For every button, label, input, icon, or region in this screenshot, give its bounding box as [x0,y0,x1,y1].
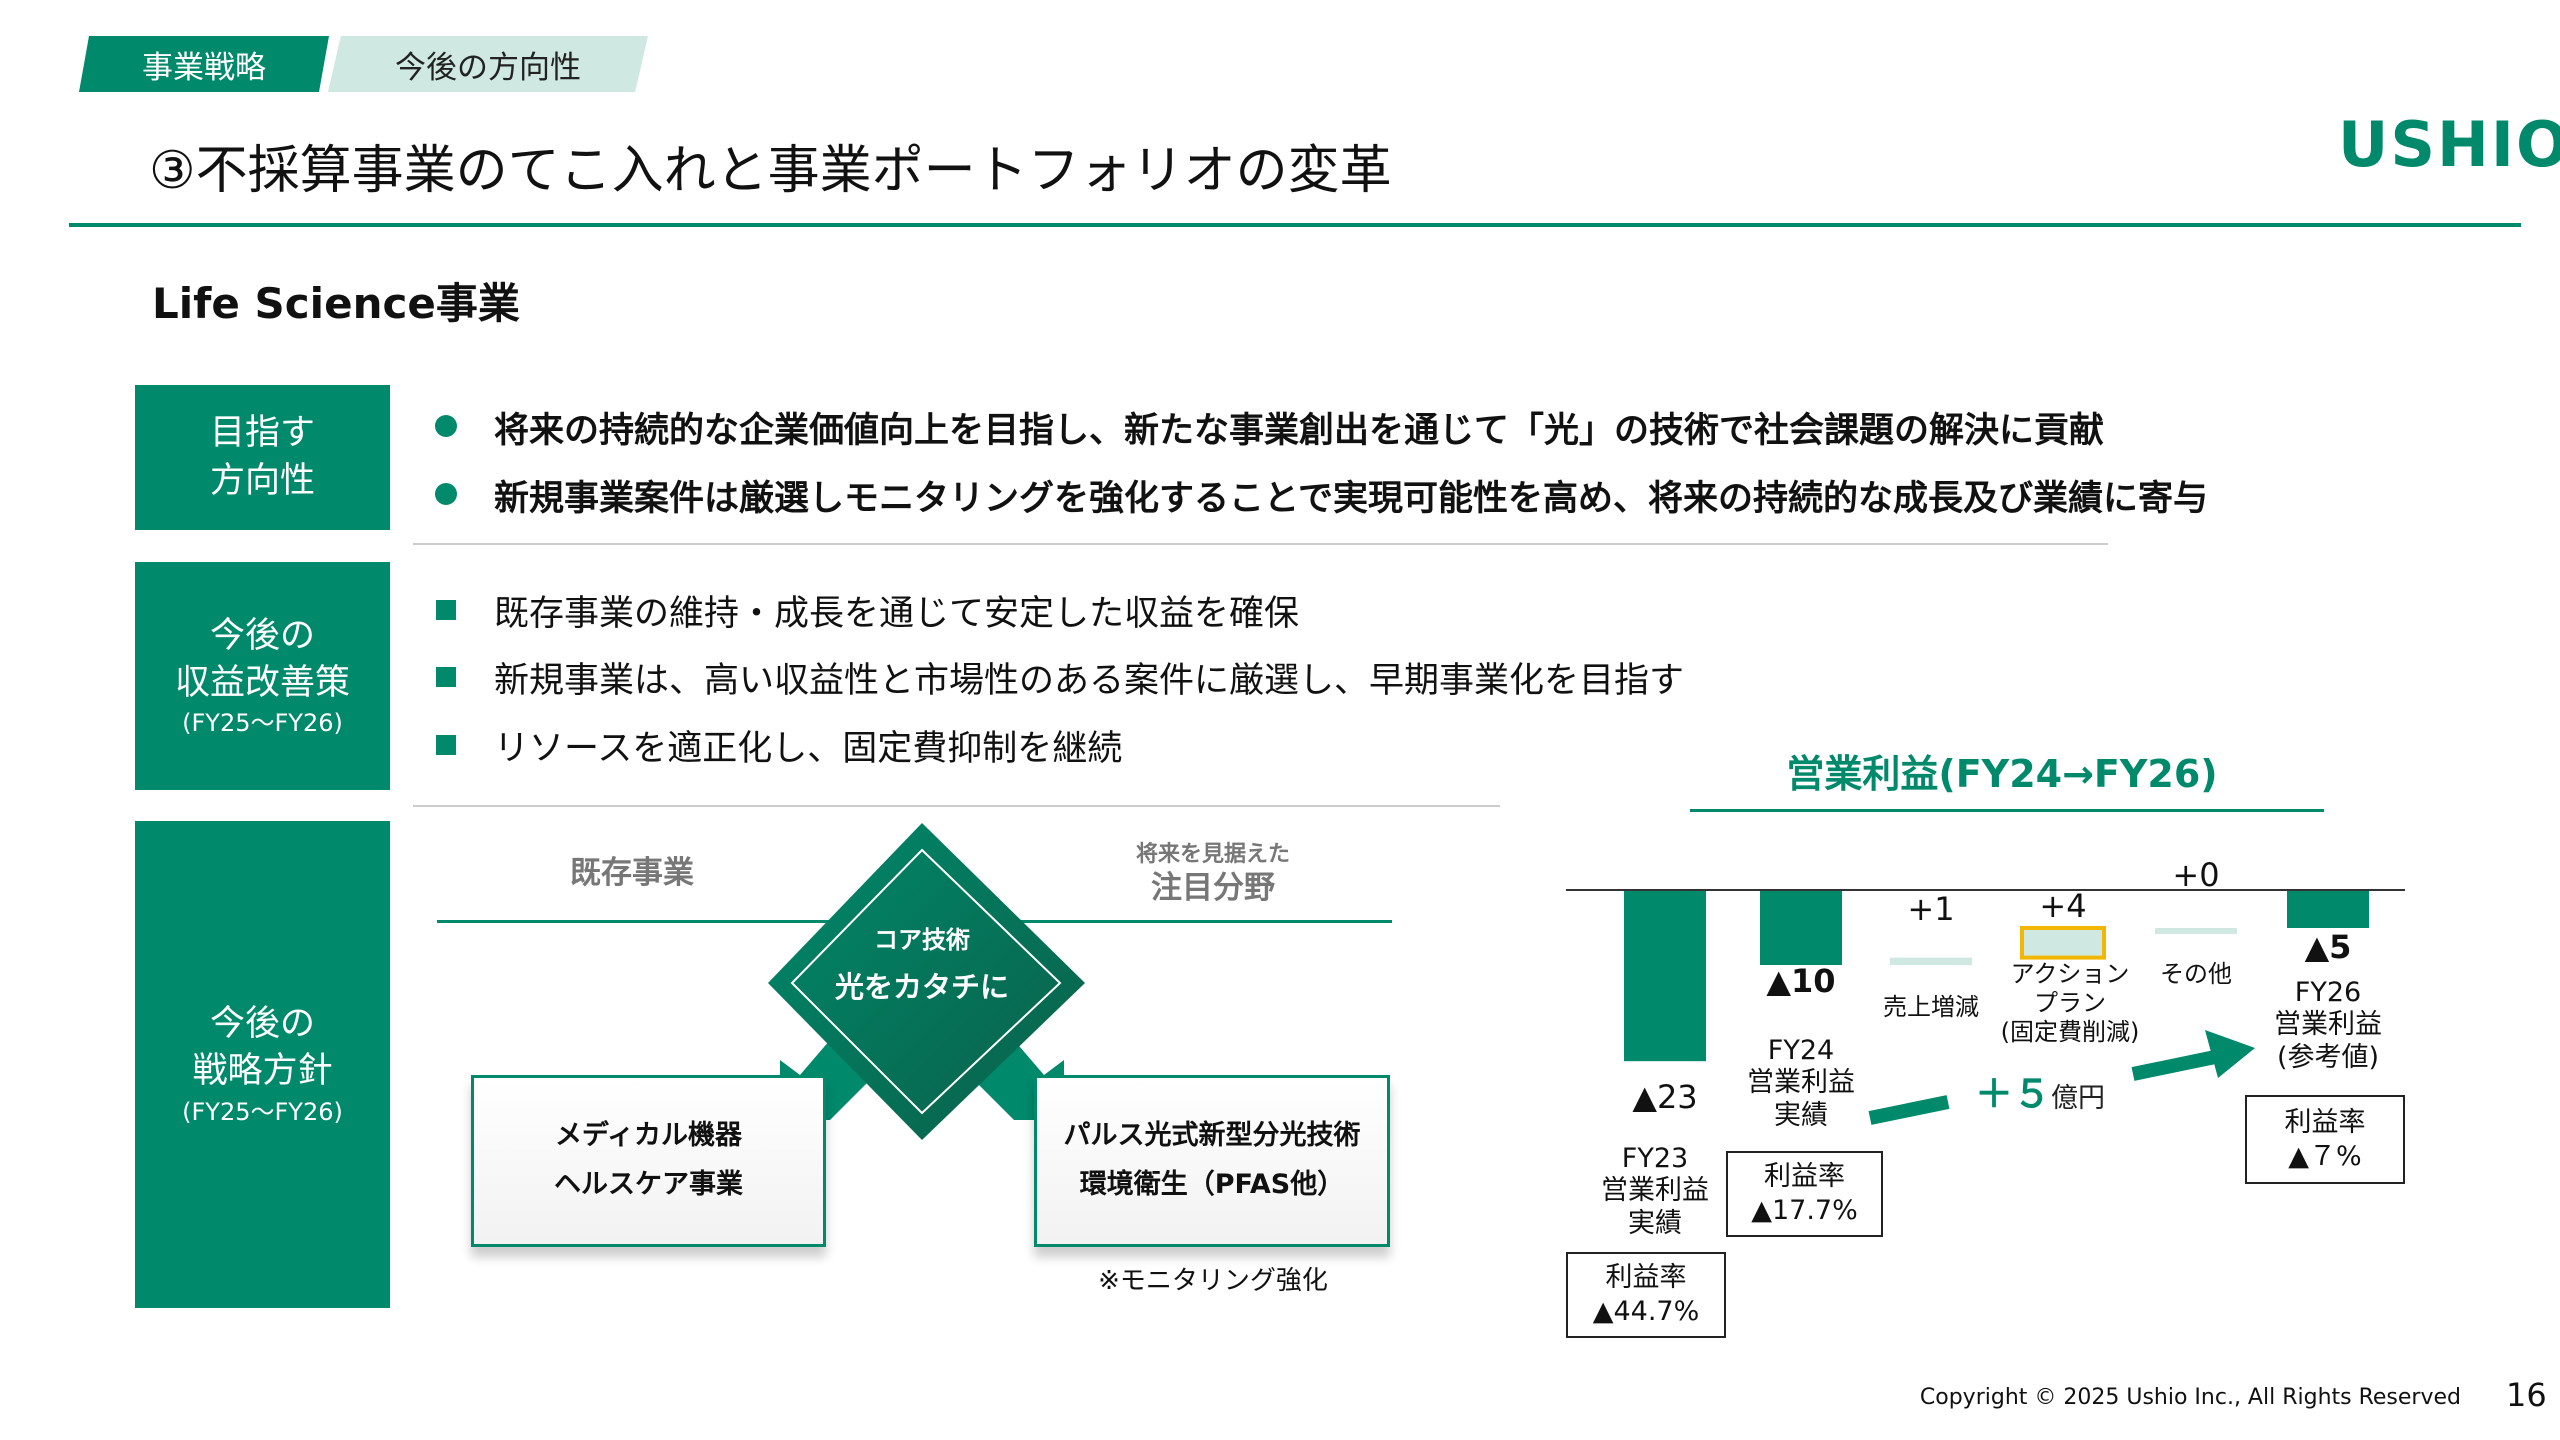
page-number: 16 [2506,1376,2547,1414]
margin-box-fy23: 利益率 ▲44.7% [1566,1252,1726,1338]
future-focus-box: パルス光式新型分光技術 環境衛生（PFAS他） [1034,1075,1390,1247]
core-tech-slogan: 光をカタチに [834,970,1010,1004]
square-bullet-icon [436,667,456,687]
label-profit-improvement: 今後の 収益改善策 (FY25～FY26) [135,562,390,790]
value-label: +0 [2172,856,2220,894]
chart-baseline [1566,889,2405,891]
margin-box-fy24: 利益率 ▲17.7% [1726,1151,1883,1237]
improvement-label: ＋５億円 [1974,1072,2106,1116]
category-label: FY26 営業利益 (参考値) [2274,977,2382,1073]
square-bullet-icon [436,735,456,755]
bar-1 [1760,891,1842,965]
category-label: FY24 営業利益 実績 [1747,1035,1855,1131]
improvement-bullet: 新規事業は、高い収益性と市場性のある案件に厳選し、早期事業化を目指す [494,661,1685,701]
divider [413,543,2108,545]
category-label: 売上増減 [1883,993,1979,1021]
tab-business-strategy[interactable]: 事業戦略 [79,36,329,92]
square-bullet-icon [436,600,456,620]
bar-3 [2020,926,2106,960]
core-diamond [768,823,1085,1140]
value-label: ▲10 [1766,962,1836,1000]
improvement-bullet: 既存事業の維持・成長を通じて安定した収益を確保 [494,594,1300,634]
category-label: FY23 営業利益 実績 [1601,1143,1709,1239]
margin-box-fy26: 利益率 ▲７% [2245,1095,2405,1184]
improvement-bullet: リソースを適正化し、固定費抑制を継続 [494,729,1123,769]
future-focus-subheader: 将来を見据えた [1135,842,1291,867]
bar-0 [1624,891,1706,1062]
section-title: Life Science事業 [152,279,520,328]
category-label: アクション プラン (固定費削減) [2000,960,2140,1046]
title-divider [69,223,2521,227]
direction-bullet: 将来の持続的な企業価値向上を目指し、新たな事業創出を通じて「光」の技術で社会課題… [494,411,2105,451]
value-label: ▲5 [2304,928,2352,966]
future-focus-header: 注目分野 [1151,870,1275,906]
ushio-logo: USHIO [2338,108,2560,181]
tab-future-direction[interactable]: 今後の方向性 [328,36,648,92]
direction-bullet: 新規事業案件は厳選しモニタリングを強化することで実現可能性を高め、将来の持続的な… [494,479,2208,519]
page-title: ③不採算事業のてこ入れと事業ポートフォリオの変革 [149,141,1392,201]
value-label: +1 [1907,890,1955,928]
core-tech-label: コア技術 [874,926,970,954]
chart-title-underline [1690,809,2324,812]
bullet-icon [435,483,457,505]
bullet-icon [435,415,457,437]
divider [413,805,1500,807]
copyright: Copyright © 2025 Ushio Inc., All Rights … [1919,1385,2461,1410]
bar-5 [2287,891,2369,928]
value-label: +4 [2039,887,2087,925]
chart-title: 営業利益(FY24→FY26) [1786,752,2218,796]
bar-2 [1890,957,1972,965]
label-direction: 目指す 方向性 [135,385,390,530]
category-label: その他 [2160,960,2232,988]
existing-business-header: 既存事業 [570,855,694,891]
existing-business-box: メディカル機器 ヘルスケア事業 [471,1075,826,1247]
label-strategy-policy: 今後の 戦略方針 (FY25～FY26) [135,821,390,1308]
value-label: ▲23 [1632,1078,1698,1116]
bar-4 [2155,928,2237,934]
monitoring-note: ※モニタリング強化 [1098,1266,1328,1296]
